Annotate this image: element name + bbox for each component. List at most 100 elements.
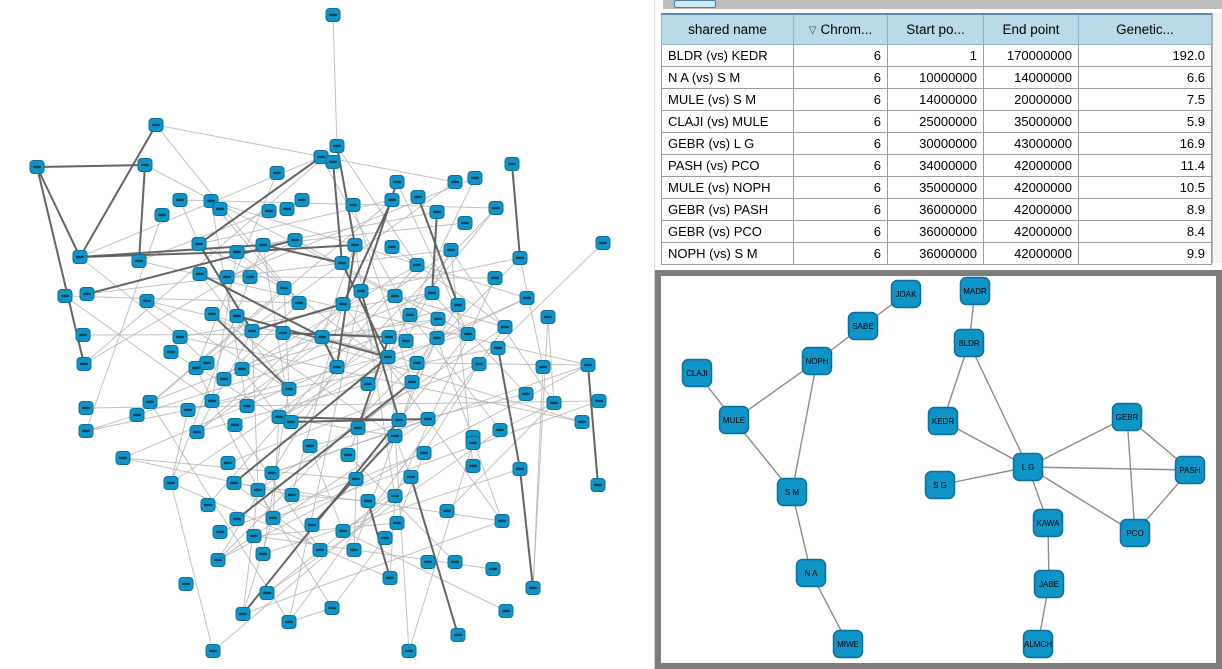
cell-shared-name[interactable]: CLAJI (vs) MULE <box>661 109 794 133</box>
column-header-start-po-[interactable]: Start po... <box>887 13 984 45</box>
network-node[interactable] <box>409 258 425 272</box>
network-node[interactable] <box>416 446 432 460</box>
network-node[interactable] <box>430 312 446 326</box>
network-node[interactable] <box>229 309 245 323</box>
table-row[interactable]: MULE (vs) S M 6 14000000 20000000 7.5 <box>661 87 1212 111</box>
network-node[interactable] <box>398 334 414 348</box>
cell-shared-name[interactable]: MULE (vs) S M <box>661 87 794 111</box>
cell-value[interactable]: 8.9 <box>1078 197 1212 221</box>
column-header-shared-name[interactable]: shared name <box>661 13 794 45</box>
table-row[interactable]: BLDR (vs) KEDR 6 1 170000000 192.0 <box>661 43 1212 67</box>
network-node[interactable] <box>229 245 245 259</box>
network-node[interactable] <box>229 512 245 526</box>
network-node[interactable] <box>302 439 318 453</box>
network-node[interactable] <box>340 448 356 462</box>
table-row[interactable]: N A (vs) S M 6 10000000 14000000 6.6 <box>661 65 1212 89</box>
network-node[interactable] <box>79 287 95 301</box>
network-node[interactable] <box>450 298 466 312</box>
network-node[interactable] <box>265 511 281 525</box>
network-node[interactable] <box>384 193 400 207</box>
network-node[interactable] <box>29 160 45 174</box>
network-node[interactable] <box>235 607 251 621</box>
cell-value[interactable]: 6 <box>793 87 888 111</box>
network-node[interactable] <box>329 139 345 153</box>
table-row[interactable]: GEBR (vs) L G 6 30000000 43000000 16.9 <box>661 131 1212 155</box>
network-node[interactable] <box>347 238 363 252</box>
network-node[interactable] <box>591 394 607 408</box>
network-node[interactable] <box>220 456 236 470</box>
network-node[interactable] <box>269 166 285 180</box>
cell-value[interactable]: 42000000 <box>983 197 1079 221</box>
network-node[interactable] <box>226 476 242 490</box>
network-node-s-m[interactable]: S M <box>776 477 808 507</box>
cell-value[interactable]: 5.9 <box>1078 109 1212 133</box>
cell-value[interactable]: 6 <box>793 241 888 265</box>
network-node-gebr[interactable]: GEBR <box>1111 402 1143 432</box>
network-node[interactable] <box>490 341 506 355</box>
network-node[interactable] <box>131 254 147 268</box>
cell-value[interactable]: 192.0 <box>1078 43 1212 67</box>
network-node[interactable] <box>154 208 170 222</box>
detail-network-canvas[interactable]: JOAK MADR SABE NOPH CLAJI BLDR MULE KEDR GEBR S G… <box>661 276 1216 663</box>
cell-value[interactable]: 6 <box>793 109 888 133</box>
network-node[interactable] <box>465 459 481 473</box>
network-node[interactable] <box>485 562 501 576</box>
table-scrollbar-track[interactable] <box>1212 13 1222 263</box>
cell-value[interactable]: 9.9 <box>1078 241 1212 265</box>
cell-value[interactable]: 42000000 <box>983 241 1079 265</box>
network-node[interactable] <box>346 543 362 557</box>
network-node[interactable] <box>57 289 73 303</box>
network-node[interactable] <box>382 571 398 585</box>
network-node[interactable] <box>163 476 179 490</box>
network-node[interactable] <box>384 240 400 254</box>
cell-value[interactable]: 6 <box>793 65 888 89</box>
network-node[interactable] <box>204 394 220 408</box>
network-node[interactable] <box>504 157 520 171</box>
cell-value[interactable]: 6 <box>793 219 888 243</box>
network-node[interactable] <box>471 357 487 371</box>
cell-shared-name[interactable]: MULE (vs) NOPH <box>661 175 794 199</box>
network-node[interactable] <box>283 415 299 429</box>
network-node[interactable] <box>279 202 295 216</box>
network-node-madr[interactable]: MADR <box>959 276 991 306</box>
network-node[interactable] <box>335 297 351 311</box>
network-node[interactable] <box>535 360 551 374</box>
network-node[interactable] <box>148 118 164 132</box>
network-node-claji[interactable]: CLAJI <box>681 358 713 388</box>
network-node[interactable] <box>429 205 445 219</box>
column-header-chrom-[interactable]: ▽ Chrom... <box>793 13 888 45</box>
cell-shared-name[interactable]: GEBR (vs) PCO <box>661 219 794 243</box>
detail-network-panel[interactable]: JOAK MADR SABE NOPH CLAJI BLDR MULE KEDR GEBR S G… <box>655 270 1222 669</box>
column-header-genetic-[interactable]: Genetic... <box>1078 13 1212 45</box>
cell-value[interactable]: 25000000 <box>887 109 984 133</box>
cell-value[interactable]: 20000000 <box>983 87 1079 111</box>
network-node[interactable] <box>353 284 369 298</box>
network-node[interactable] <box>204 307 220 321</box>
network-node[interactable] <box>498 604 514 618</box>
network-node[interactable] <box>234 362 250 376</box>
network-node[interactable] <box>429 331 445 345</box>
cell-value[interactable]: 14000000 <box>983 65 1079 89</box>
cell-value[interactable]: 10000000 <box>887 65 984 89</box>
cell-value[interactable]: 6 <box>793 43 888 67</box>
network-node[interactable] <box>460 327 476 341</box>
cell-value[interactable]: 170000000 <box>983 43 1079 67</box>
cell-value[interactable]: 42000000 <box>983 175 1079 199</box>
network-node[interactable] <box>244 324 260 338</box>
network-node[interactable] <box>129 408 145 422</box>
network-node[interactable] <box>255 238 271 252</box>
network-node[interactable] <box>78 401 94 415</box>
network-node[interactable] <box>457 216 473 230</box>
network-node[interactable] <box>276 281 292 295</box>
network-node[interactable] <box>381 330 397 344</box>
network-node[interactable] <box>488 201 504 215</box>
network-node[interactable] <box>590 478 606 492</box>
network-node[interactable] <box>387 289 403 303</box>
network-node[interactable] <box>574 415 590 429</box>
cell-value[interactable]: 14000000 <box>887 87 984 111</box>
network-node[interactable] <box>242 270 258 284</box>
network-node[interactable] <box>142 395 158 409</box>
cell-shared-name[interactable]: NOPH (vs) S M <box>661 241 794 265</box>
network-node[interactable] <box>216 372 232 386</box>
network-node[interactable] <box>314 330 330 344</box>
